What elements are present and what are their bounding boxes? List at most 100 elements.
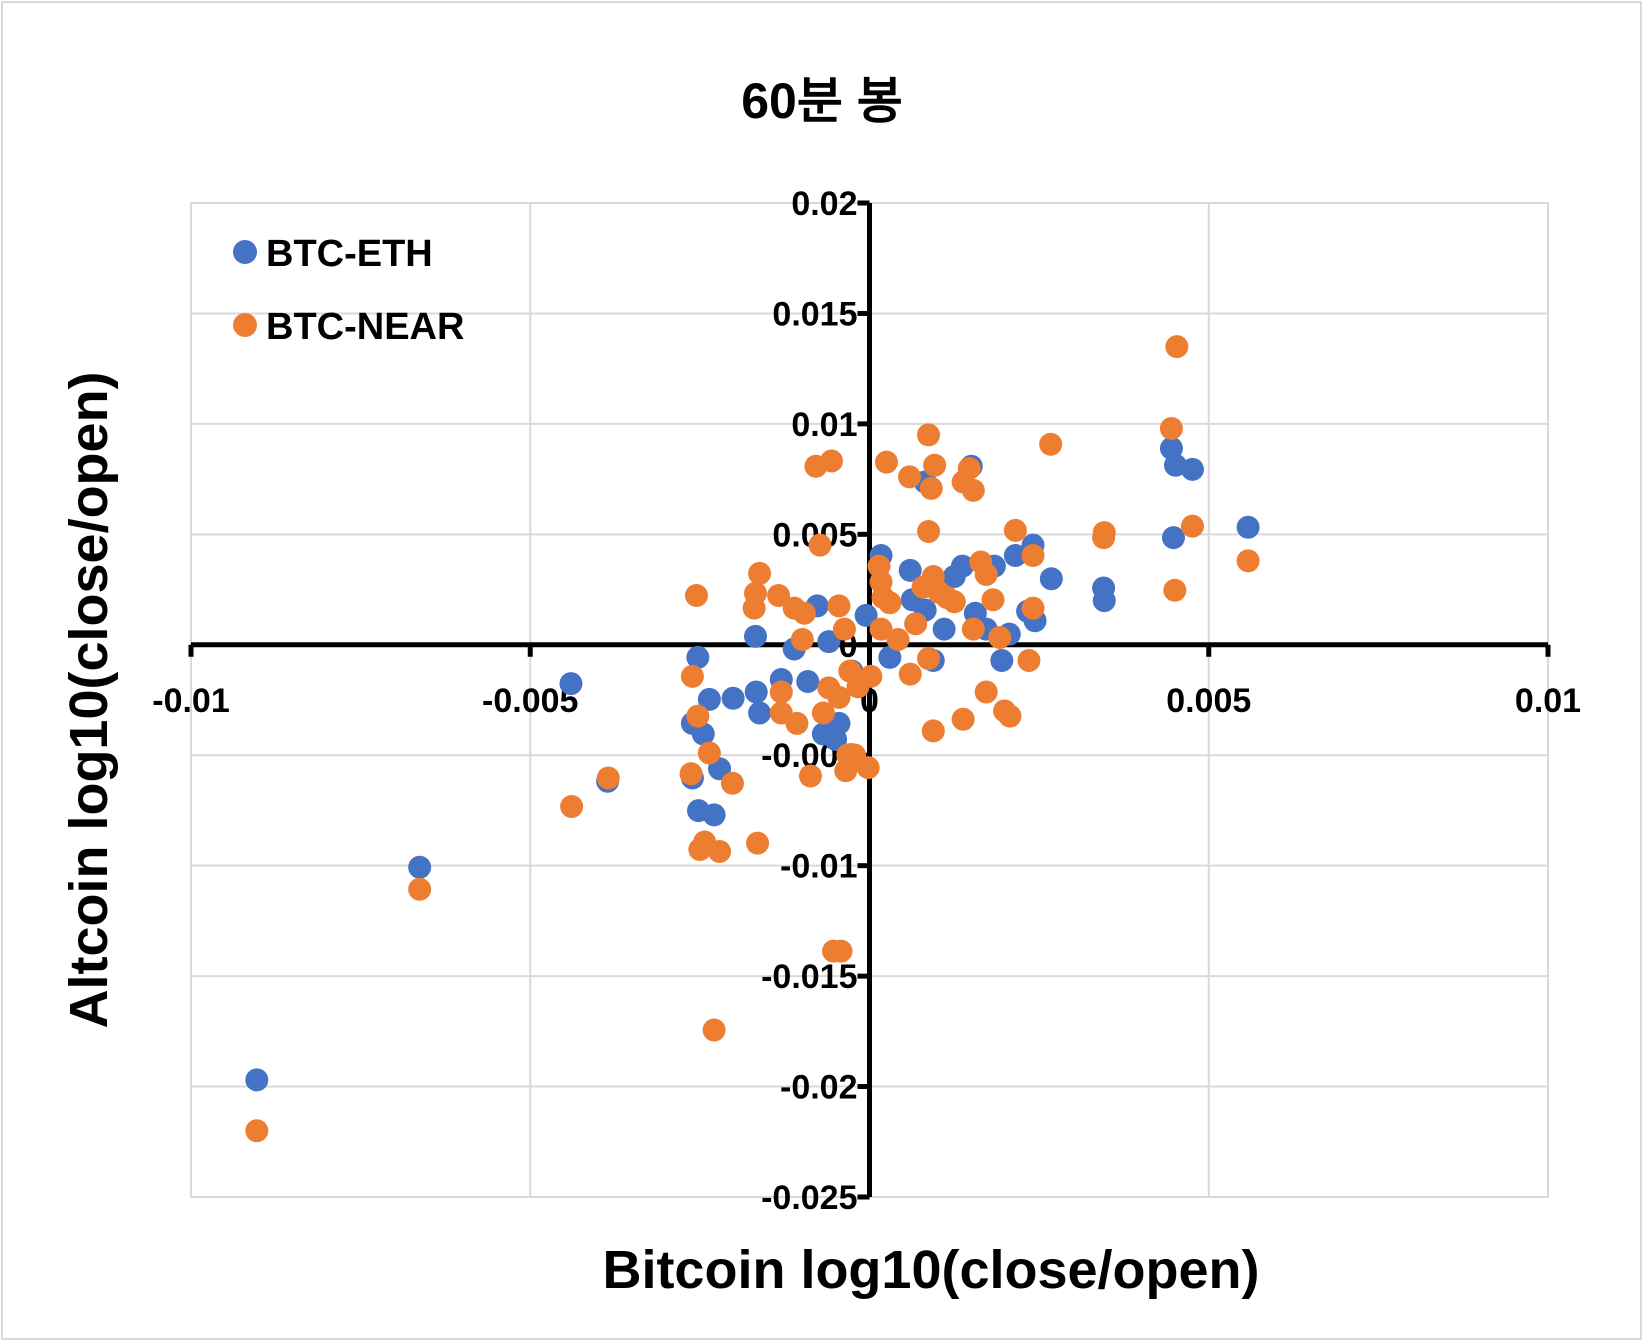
data-point — [1003, 518, 1027, 542]
data-point — [1003, 544, 1027, 568]
x-tick-label: -0.01 — [152, 682, 230, 720]
data-point — [1161, 526, 1185, 550]
data-point — [796, 669, 820, 693]
data-point — [744, 624, 768, 648]
legend: BTC-ETH BTC-NEAR — [233, 233, 464, 348]
y-tick-label: 0.015 — [772, 295, 857, 333]
y-tick-label: -0.025 — [761, 1179, 857, 1217]
data-point — [917, 423, 941, 447]
x-tick-label: 0.01 — [1515, 682, 1581, 720]
data-point — [560, 794, 584, 818]
data-point — [408, 855, 432, 879]
data-point — [697, 687, 721, 711]
data-point — [932, 617, 956, 641]
data-point — [827, 685, 851, 709]
data-point — [921, 719, 945, 743]
data-point — [808, 533, 832, 557]
data-point — [961, 478, 985, 502]
y-tick-label: 0.01 — [791, 406, 857, 444]
x-tick-label: 0.005 — [1166, 682, 1251, 720]
data-point — [1163, 578, 1187, 602]
data-point — [686, 645, 710, 669]
data-points — [245, 335, 1260, 1143]
data-point — [856, 756, 880, 780]
data-point — [1236, 515, 1260, 539]
data-point — [854, 603, 878, 627]
data-point — [702, 1018, 726, 1042]
data-point — [748, 561, 772, 585]
data-point — [811, 701, 835, 725]
data-point — [767, 584, 791, 608]
data-point — [832, 617, 856, 641]
data-point — [917, 519, 941, 543]
data-point — [824, 727, 848, 751]
data-point — [702, 803, 726, 827]
data-point — [721, 686, 745, 710]
data-point — [1039, 432, 1063, 456]
data-point — [961, 617, 985, 641]
y-tick-label: -0.01 — [780, 848, 858, 886]
data-point — [1165, 335, 1189, 359]
data-point — [988, 625, 1012, 649]
data-point — [691, 722, 715, 746]
data-point — [1039, 567, 1063, 591]
data-point — [869, 617, 893, 641]
data-point — [742, 596, 766, 620]
data-point — [917, 646, 941, 670]
data-point — [1092, 589, 1116, 613]
data-point — [957, 457, 981, 481]
data-point — [829, 939, 853, 963]
legend-marker-btc-eth — [233, 240, 257, 264]
data-point — [720, 771, 744, 795]
axes — [188, 200, 1551, 1200]
data-point — [679, 762, 703, 786]
data-point — [981, 588, 1005, 612]
legend-label-btc-near: BTC-NEAR — [266, 306, 464, 348]
y-tick-label: -0.02 — [780, 1069, 858, 1107]
data-point — [942, 590, 966, 614]
data-point — [990, 648, 1014, 672]
y-tick-label: -0.015 — [761, 958, 857, 996]
data-point — [898, 465, 922, 489]
data-point — [904, 612, 928, 636]
data-point — [245, 1068, 269, 1092]
data-point — [1236, 549, 1260, 573]
data-point — [596, 766, 620, 790]
data-point — [827, 594, 851, 618]
x-axis-label: Bitcoin log10(close/open) — [602, 1240, 1259, 1300]
y-axis-label: Altcoin log10(close/open) — [59, 371, 119, 1028]
data-point — [769, 680, 793, 704]
data-point — [950, 554, 974, 578]
data-point — [748, 701, 772, 725]
chart-title: 60분 봉 — [741, 73, 903, 129]
data-point — [1092, 521, 1116, 545]
data-point — [919, 476, 943, 500]
data-point — [886, 627, 910, 651]
data-point — [1021, 544, 1045, 568]
y-tick-label: 0.02 — [791, 185, 857, 223]
data-point — [874, 450, 898, 474]
data-point — [898, 558, 922, 582]
legend-item-btc-near[interactable]: BTC-NEAR — [233, 306, 464, 348]
data-point — [998, 704, 1022, 728]
legend-item-btc-eth[interactable]: BTC-ETH — [233, 233, 433, 275]
data-point — [974, 563, 998, 587]
data-point — [817, 630, 841, 654]
data-point — [697, 741, 721, 765]
data-point — [898, 662, 922, 686]
data-point — [684, 584, 708, 608]
data-point — [680, 664, 704, 688]
data-point — [878, 645, 902, 669]
data-point — [792, 601, 816, 625]
data-point — [820, 449, 844, 473]
data-point — [951, 707, 975, 731]
data-point — [245, 1119, 269, 1143]
data-point — [1180, 514, 1204, 538]
data-point — [859, 664, 883, 688]
data-point — [923, 453, 947, 477]
data-point — [408, 877, 432, 901]
data-point — [785, 711, 809, 735]
data-point — [878, 591, 902, 615]
